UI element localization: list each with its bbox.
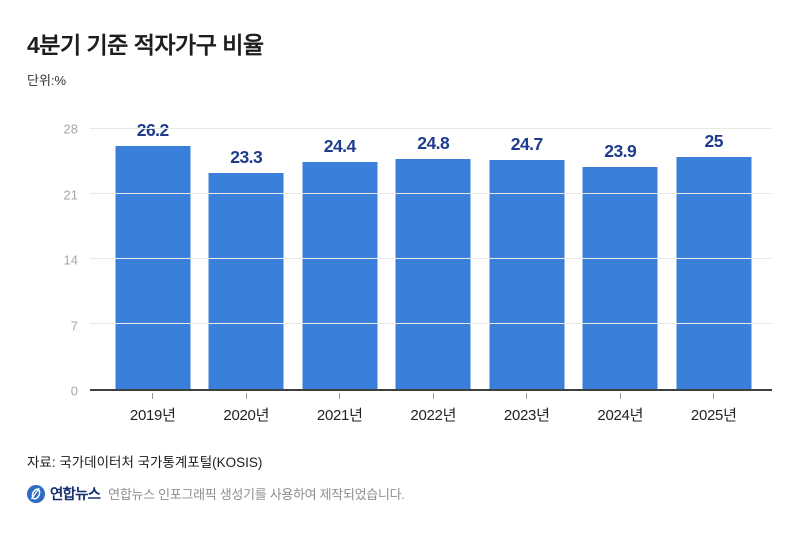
x-axis-tick <box>339 393 341 399</box>
yonhap-logo-icon <box>27 484 45 503</box>
bar-column: 23.3 <box>200 129 294 389</box>
bar <box>302 162 378 389</box>
gridline <box>90 258 772 259</box>
bar-columns: 26.2 23.3 24.4 24.8 24.7 23.9 25 <box>90 120 772 389</box>
gridline <box>90 193 772 194</box>
bar <box>115 145 191 389</box>
bar-value-label: 24.8 <box>417 132 450 153</box>
gridline <box>90 128 772 129</box>
bar-value-label: 23.9 <box>604 141 637 162</box>
bar-column: 23.9 <box>574 129 668 389</box>
bar <box>676 156 752 389</box>
x-axis-category: 2022년 <box>387 393 481 425</box>
bar-value-label: 25 <box>704 130 724 151</box>
y-axis-tick-label: 14 <box>63 252 78 268</box>
x-axis-tick-label: 2021년 <box>316 407 363 424</box>
bar <box>489 159 565 389</box>
x-axis-tick-label: 2020년 <box>223 407 270 424</box>
x-axis-category: 2025년 <box>667 393 761 425</box>
bar <box>582 167 658 389</box>
page-title: 4분기 기준 적자가구 비율 <box>27 32 264 58</box>
bar <box>208 172 284 389</box>
bar-column: 24.7 <box>480 129 574 389</box>
x-axis-category: 2024년 <box>574 393 668 425</box>
x-axis-category: 2019년 <box>106 393 200 425</box>
x-axis-tick <box>152 393 154 399</box>
bar-column: 24.4 <box>293 129 387 389</box>
bar-column: 25 <box>667 129 761 389</box>
y-axis-tick-label: 21 <box>63 187 78 202</box>
credit-line: 연합뉴스 연합뉴스 인포그래픽 생성기를 사용하여 제작되었습니다. <box>27 483 405 504</box>
x-axis-tick <box>526 393 528 399</box>
x-axis-tick-label: 2025년 <box>690 407 737 424</box>
x-axis-tick <box>619 393 621 399</box>
bar-value-label: 23.3 <box>230 146 263 167</box>
y-axis-tick-label: 7 <box>70 318 78 333</box>
x-axis-category: 2023년 <box>480 393 574 425</box>
bar <box>395 158 471 389</box>
bar-value-label: 26.2 <box>136 119 170 140</box>
gridline <box>90 323 772 324</box>
source-note: 자료: 국가데이터처 국가통계포털(KOSIS) <box>27 455 263 470</box>
bar-value-label: 24.7 <box>510 133 544 154</box>
yonhap-logo-wordmark: 연합뉴스 <box>50 487 101 503</box>
x-axis-tick <box>713 393 715 399</box>
x-axis-category: 2020년 <box>200 393 294 425</box>
x-axis-tick <box>432 393 434 399</box>
y-axis-tick-label: 0 <box>70 383 78 399</box>
x-axis-category: 2021년 <box>293 393 387 425</box>
bar-value-label: 24.4 <box>323 136 357 157</box>
bar-column: 24.8 <box>387 129 481 389</box>
x-axis-tick-label: 2019년 <box>129 407 176 424</box>
bar-column: 26.2 <box>106 120 200 389</box>
y-axis: 0 7 14 21 28 <box>27 122 90 399</box>
bar-chart: 0 7 14 21 28 26.2 23.3 24.4 24.8 24.7 23.9 25 <box>27 120 772 399</box>
x-axis-tick <box>245 393 247 399</box>
y-axis-tick-label: 28 <box>63 121 78 137</box>
plot-area: 26.2 23.3 24.4 24.8 24.7 23.9 25 <box>90 120 772 391</box>
x-axis-tick-label: 2024년 <box>597 407 644 424</box>
unit-label: 단위:% <box>27 73 67 88</box>
x-axis: 2019년 2020년 2021년 2022년 2023년 2024년 2025년 <box>90 393 772 425</box>
x-axis-tick-label: 2022년 <box>410 407 457 424</box>
x-axis-tick-label: 2023년 <box>503 407 550 424</box>
credit-text: 연합뉴스 인포그래픽 생성기를 사용하여 제작되었습니다. <box>108 487 405 502</box>
